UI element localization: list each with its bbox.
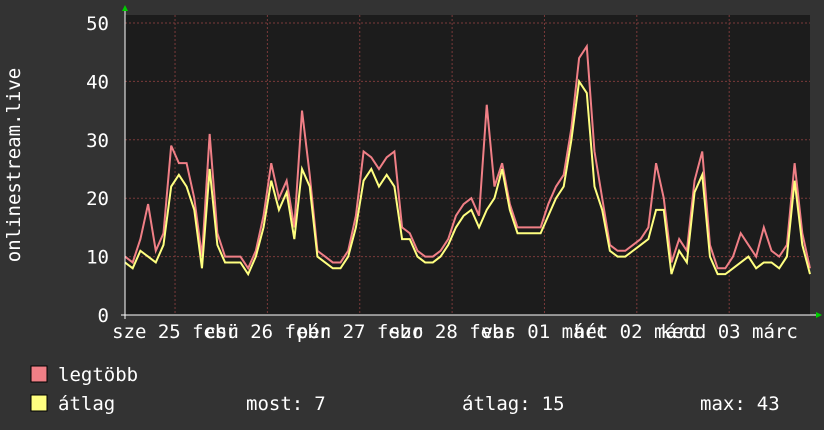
x-tick-label: hét 02 márc [574,321,700,343]
y-tick-label: 10 [86,247,109,269]
y-axis-label: onlinestream.live [3,68,25,262]
stat-label: max: [700,393,746,415]
legend-swatch [30,365,48,383]
y-tick-label: 50 [86,13,109,35]
x-tick-label: szo 28 febr [389,321,515,343]
plot-area [125,15,810,315]
y-tick-label: 20 [86,188,109,210]
axis-arrow [816,312,822,318]
y-tick-label: 40 [86,71,109,93]
stat-value: 15 [542,393,565,415]
x-tick-label: kedd 03 márc [661,321,798,343]
stat-label: átlag: [462,393,531,415]
legend-swatch [30,394,48,412]
y-tick-label: 0 [98,305,109,327]
legend-label: átlag [58,393,115,415]
x-tick-label: csü 26 febr [204,321,330,343]
stat-value: 43 [757,393,780,415]
x-tick-label: vas 01 márc [482,321,608,343]
series-line [124,78,811,277]
legend-label: legtöbb [58,364,138,386]
x-tick-label: pén 27 febr [297,321,423,343]
stat-label: most: [246,393,303,415]
series-line [124,43,811,271]
x-tick-label: sze 25 febr [112,321,238,343]
y-tick-label: 30 [86,130,109,152]
stat-value: 7 [314,393,325,415]
axis-arrow [122,5,128,11]
